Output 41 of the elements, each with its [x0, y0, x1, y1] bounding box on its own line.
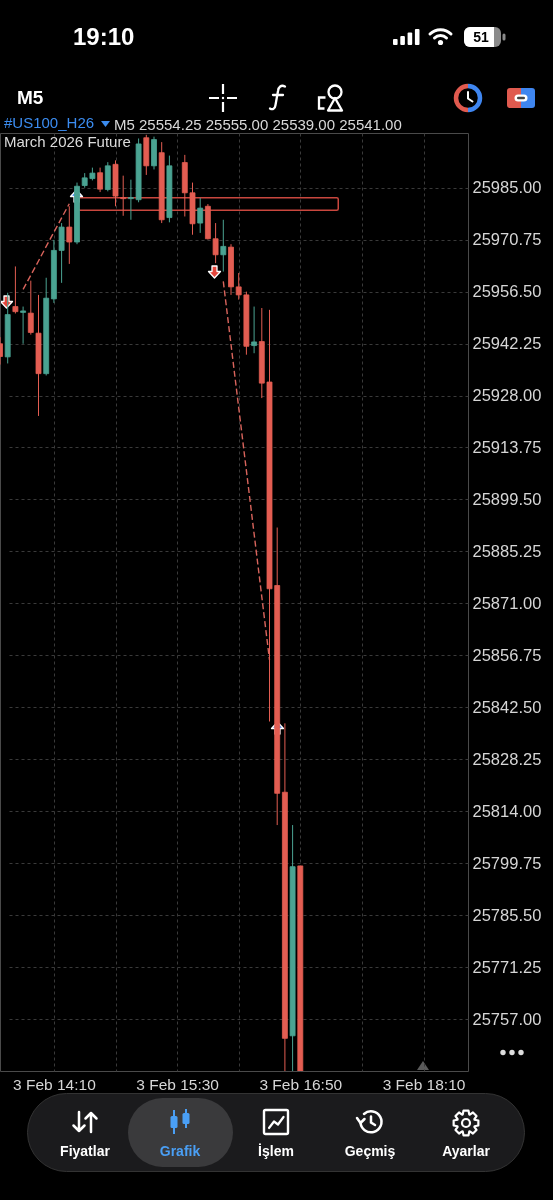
y-tick-label: 25757.00 — [472, 1009, 542, 1028]
y-tick-label: 25985.00 — [472, 178, 542, 197]
x-tick-label: 3 Feb 18:10 — [382, 1075, 466, 1093]
candlestick — [104, 161, 111, 192]
y-tick-label: 25913.75 — [472, 437, 542, 456]
y-tick-label: 25856.75 — [472, 645, 542, 664]
y-tick-label: 25885.25 — [472, 541, 542, 560]
y-tick-label: 25799.75 — [472, 853, 542, 872]
text: Fiyatlar — [60, 1143, 110, 1159]
text: Grafik — [159, 1143, 201, 1159]
text: Ayarlar — [442, 1143, 490, 1159]
x-tick-label: 3 Feb 15:30 — [136, 1075, 220, 1093]
y-tick-label: 25928.00 — [472, 386, 542, 405]
y-tick-label: 25814.00 — [472, 801, 542, 820]
chart-title: #US100_H26 — [4, 114, 95, 131]
x-tick-label: 3 Feb 16:50 — [259, 1075, 343, 1093]
candlestick — [97, 167, 103, 193]
text: M5 25554.25 25555.00 25539.00 25541.00 — [114, 116, 402, 133]
candlestick — [12, 265, 19, 314]
candlestick — [251, 306, 257, 354]
candlestick — [27, 280, 34, 336]
candlestick — [197, 197, 204, 234]
candlestick — [120, 175, 127, 217]
text: İşlem — [258, 1143, 294, 1159]
candlestick — [220, 219, 227, 273]
y-tick-label: 25970.75 — [472, 230, 542, 249]
y-tick-label: 25942.25 — [472, 334, 542, 353]
y-tick-label: 25828.25 — [472, 749, 542, 768]
y-tick-label: 25842.50 — [472, 697, 542, 716]
text: 19:10 — [73, 23, 135, 50]
y-tick-label: 25956.50 — [472, 282, 542, 301]
text: M5 — [17, 87, 44, 108]
text: Geçmiş — [344, 1143, 396, 1159]
y-tick-label: 25771.25 — [472, 957, 542, 976]
candlestick — [20, 306, 26, 345]
text: 51 — [473, 29, 489, 45]
x-tick-label: 3 Feb 14:10 — [13, 1075, 97, 1093]
y-tick-label: 25785.50 — [472, 905, 542, 924]
y-tick-label: 25899.50 — [472, 489, 542, 508]
chart-subtitle: March 2026 Future — [4, 133, 131, 150]
y-tick-label: 25871.00 — [472, 593, 542, 612]
